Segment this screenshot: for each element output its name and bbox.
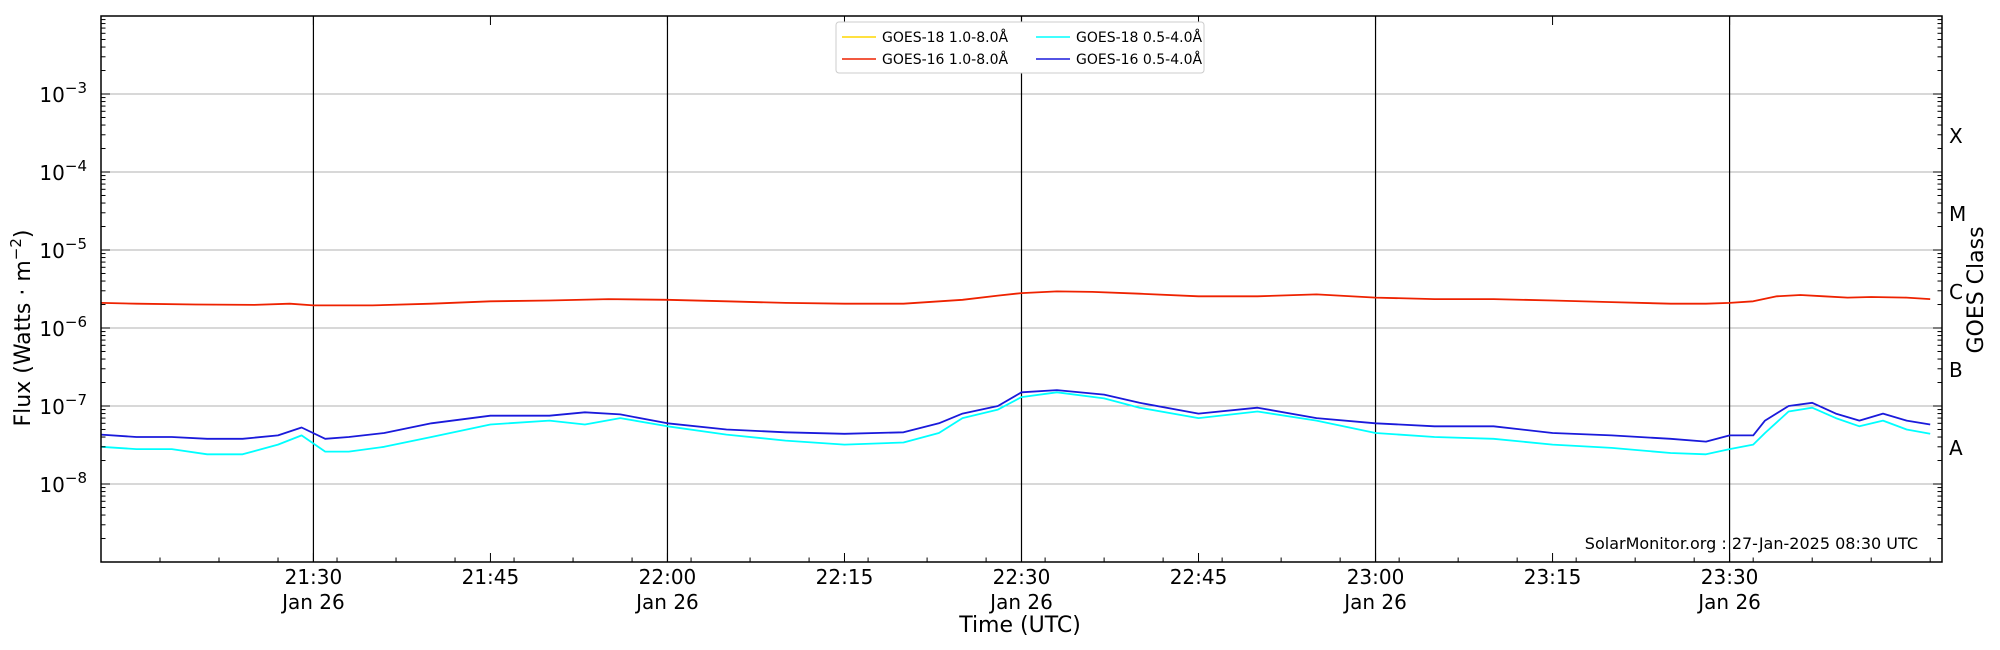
goes-class-label: C <box>1949 280 1963 304</box>
y-tick-exponent: −7 <box>65 391 87 409</box>
y-tick-exponent: −4 <box>65 157 87 175</box>
tick-layer <box>100 16 1942 563</box>
x-tick-label: 21:45 <box>462 565 520 589</box>
x-tick-label: 22:15 <box>816 565 874 589</box>
goes-class-label: A <box>1949 436 1963 460</box>
goes-class-label: M <box>1949 202 1966 226</box>
series-line-4 <box>100 389 1931 443</box>
series-line-2 <box>100 290 1931 307</box>
y-tick-exponent: −3 <box>65 79 87 97</box>
y-tick-label: 10−6 <box>39 313 87 341</box>
series-layer <box>100 290 1931 456</box>
y-tick-base: 10 <box>39 239 64 263</box>
x-tick-date: Jan 26 <box>988 590 1053 614</box>
y-tick-label: 10−8 <box>39 469 87 497</box>
y-tick-exponent: −5 <box>65 235 87 253</box>
x-tick-date: Jan 26 <box>280 590 345 614</box>
goes-class-labels: A B C M X <box>1949 124 1966 460</box>
goes-class-axis-title: GOES Class <box>1964 226 1989 353</box>
y-tick-label: 10−7 <box>39 391 87 419</box>
x-tick-label: 22:00 <box>639 565 697 589</box>
y-tick-base: 10 <box>39 83 64 107</box>
y-tick-exponent: −6 <box>65 313 87 331</box>
goes-class-label: X <box>1949 124 1963 148</box>
x-tick-label: 21:30 <box>285 565 343 589</box>
y-tick-base: 10 <box>39 317 64 341</box>
goes-class-label: B <box>1949 358 1963 382</box>
y-axis-title: Flux (Watts · m−2) <box>7 230 36 427</box>
legend-label-goes16-short: GOES-16 0.5-4.0Å <box>1076 51 1202 68</box>
x-tick-date: Jan 26 <box>1342 590 1407 614</box>
y-tick-base: 10 <box>39 161 64 185</box>
y-axis-title-suffix: ) <box>11 230 36 239</box>
x-axis-title: Time (UTC) <box>958 613 1081 638</box>
x-tick-date: Jan 26 <box>1696 590 1761 614</box>
y-tick-label: 10−3 <box>39 79 87 107</box>
y-tick-exponent: −8 <box>65 469 87 487</box>
legend-box <box>835 21 1205 74</box>
x-tick-date: Jan 26 <box>634 590 699 614</box>
x-tick-label: 22:45 <box>1170 565 1228 589</box>
series-line-3 <box>100 391 1931 456</box>
x-tick-label: 23:30 <box>1701 565 1759 589</box>
y-axis-title-superscript: −2 <box>7 238 25 260</box>
x-tick-label: 22:30 <box>993 565 1051 589</box>
y-tick-label: 10−5 <box>39 235 87 263</box>
x-tick-label: 23:00 <box>1347 565 1405 589</box>
vertical-lines-layer <box>312 16 1731 562</box>
y-tick-labels: 10−810−710−610−510−410−3 <box>39 79 87 497</box>
legend-label-goes18-short: GOES-18 0.5-4.0Å <box>1076 29 1202 46</box>
y-tick-label: 10−4 <box>39 157 87 185</box>
legend-label-goes18-long: GOES-18 1.0-8.0Å <box>882 29 1008 46</box>
credit-label: SolarMonitor.org : 27-Jan-2025 08:30 UTC <box>1585 534 1918 553</box>
legend-label-goes16-long: GOES-16 1.0-8.0Å <box>882 51 1008 68</box>
x-tick-label: 23:15 <box>1524 565 1582 589</box>
legend: GOES-18 1.0-8.0Å GOES-16 1.0-8.0Å GOES-1… <box>835 21 1205 74</box>
y-axis-title-main: Flux (Watts · m <box>11 260 36 426</box>
y-tick-base: 10 <box>39 395 64 419</box>
y-tick-base: 10 <box>39 473 64 497</box>
